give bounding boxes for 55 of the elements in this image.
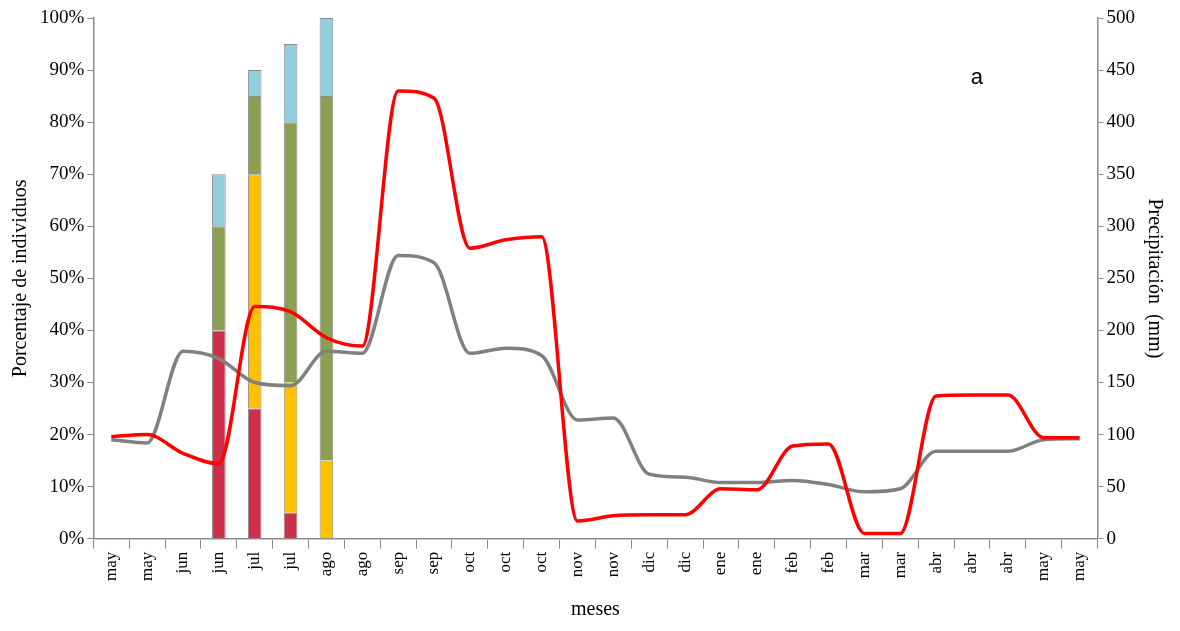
y-tick-label: 90% bbox=[49, 58, 85, 80]
x-tick-label: jun bbox=[208, 551, 228, 575]
x-tick-label: mar bbox=[889, 551, 909, 579]
y-tick-label: 100% bbox=[40, 5, 85, 27]
x-tick-label: ago bbox=[351, 551, 371, 577]
x-tick-label: mar bbox=[853, 551, 873, 579]
y-axis-title: Porcentaje de individuos bbox=[8, 179, 32, 378]
y2-tick-label: 100 bbox=[1106, 422, 1135, 444]
y-tick-label: 20% bbox=[49, 422, 85, 444]
y-tick-label: 80% bbox=[49, 110, 85, 132]
y2-tick-label: 50 bbox=[1106, 474, 1126, 496]
y-tick-label: 30% bbox=[49, 370, 85, 392]
y2-tick-label: 450 bbox=[1106, 58, 1135, 80]
x-tick-label: abr bbox=[961, 551, 981, 574]
y2-tick-label: 200 bbox=[1106, 318, 1135, 340]
x-tick-label: sep bbox=[423, 551, 443, 575]
x-tick-label: jul bbox=[280, 551, 300, 571]
x-tick-label: abr bbox=[925, 551, 945, 574]
x-tick-label: ene bbox=[746, 551, 766, 576]
x-tick-label: oct bbox=[459, 551, 479, 573]
x-tick-label: oct bbox=[495, 551, 515, 573]
x-tick-label: ene bbox=[710, 551, 730, 576]
y-tick-label: 40% bbox=[49, 318, 85, 340]
y2-tick-label: 350 bbox=[1106, 162, 1135, 184]
y2-tick-label: 400 bbox=[1106, 110, 1135, 132]
y2-tick-label: 250 bbox=[1106, 266, 1135, 288]
x-tick-label: abr bbox=[997, 551, 1017, 574]
x-tick-label: dic bbox=[638, 551, 658, 573]
x-axis-title: meses bbox=[570, 597, 621, 620]
line-series bbox=[109, 89, 1082, 536]
x-tick-label: nov bbox=[566, 551, 586, 578]
y2-axis-title: Precipitación (mm) bbox=[1143, 198, 1167, 359]
y-tick-label: 50% bbox=[49, 266, 85, 288]
y-tick-label: 10% bbox=[49, 474, 85, 496]
x-tick-label: oct bbox=[531, 551, 551, 573]
x-tick-label: dic bbox=[674, 551, 694, 573]
x-tick-label: may bbox=[1033, 551, 1053, 582]
x-tick-label: sep bbox=[387, 551, 407, 575]
x-tick-label: jul bbox=[244, 551, 264, 571]
y-tick-label: 60% bbox=[49, 214, 85, 236]
y2-tick-label: 300 bbox=[1106, 214, 1135, 236]
x-tick-label: feb bbox=[817, 551, 837, 574]
x-tick-label: feb bbox=[782, 551, 802, 574]
y2-tick-label: 500 bbox=[1106, 5, 1135, 27]
x-tick-label: may bbox=[136, 551, 156, 582]
y2-tick-label: 150 bbox=[1106, 370, 1135, 392]
x-tick-label: ago bbox=[315, 551, 335, 577]
y-tick-label: 0% bbox=[59, 526, 85, 548]
y2-tick-label: 0 bbox=[1106, 526, 1116, 548]
x-tick-label: may bbox=[100, 551, 120, 582]
annotation: a bbox=[970, 64, 984, 90]
x-tick-label: may bbox=[1069, 551, 1089, 582]
x-tick-label: jun bbox=[172, 551, 192, 575]
x-tick-label: nov bbox=[602, 551, 622, 578]
y-tick-label: 70% bbox=[49, 162, 85, 184]
